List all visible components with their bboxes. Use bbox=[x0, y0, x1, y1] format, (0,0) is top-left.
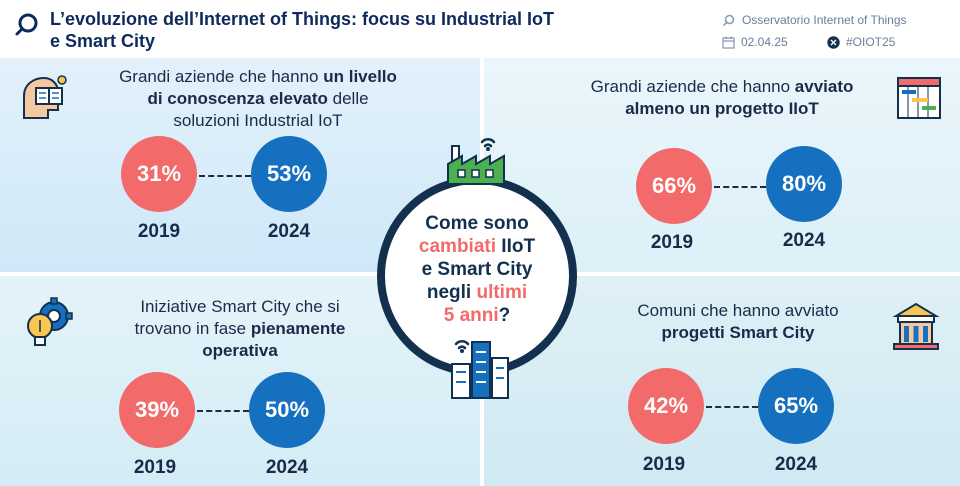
bottom-right-line-2: progetti Smart City bbox=[590, 322, 886, 344]
header: L’evoluzione dell’Internet of Things: fo… bbox=[0, 0, 960, 58]
center-line-1: Come sono bbox=[425, 213, 529, 234]
top-right-connector bbox=[714, 186, 766, 188]
top-right-line-1-text: Grandi aziende che hanno bbox=[590, 77, 795, 96]
bottom-right-2019-value: 42% bbox=[628, 368, 704, 444]
center-line-2-text: IIoT bbox=[496, 236, 536, 257]
center-line-4: negli ultimi bbox=[377, 281, 577, 304]
top-left-line-2-text: delle bbox=[327, 89, 369, 108]
top-right-line-1: Grandi aziende che hanno avviato bbox=[548, 76, 896, 98]
top-left-line-1-text: Grandi aziende che hanno bbox=[119, 67, 324, 86]
top-left-2019-value: 31% bbox=[121, 136, 197, 212]
source-row: Osservatorio Internet of Things bbox=[722, 10, 932, 30]
bottom-left-2019-value: 39% bbox=[119, 372, 195, 448]
page-title: L’evoluzione dell’Internet of Things: fo… bbox=[50, 8, 670, 52]
title-line-1: L’evoluzione dell’Internet of Things: fo… bbox=[50, 9, 555, 29]
header-meta: Osservatorio Internet of Things 02.04.25 bbox=[722, 10, 932, 52]
bottom-right-line-2-bold: progetti Smart City bbox=[661, 323, 815, 342]
top-left-description: Grandi aziende che hanno un livello di c… bbox=[78, 66, 438, 132]
bottom-right-line-1: Comuni che hanno avviato bbox=[637, 301, 839, 320]
search-icon bbox=[15, 13, 38, 36]
bottom-right-description: Comuni che hanno avviato progetti Smart … bbox=[590, 300, 886, 344]
brain-book-icon bbox=[23, 75, 67, 119]
top-right-line-1-bold: avviato bbox=[794, 77, 854, 96]
top-left-line-1-bold: un livello bbox=[323, 67, 397, 86]
center-line-5-text: ? bbox=[498, 305, 511, 326]
bottom-left-connector bbox=[197, 410, 249, 412]
top-left-line-2: di conoscenza elevato delle bbox=[78, 88, 438, 110]
hashtag-group[interactable]: #OIOT25 bbox=[827, 35, 932, 49]
top-left-year-2024: 2024 bbox=[267, 221, 311, 242]
top-left-line-2-bold: di conoscenza elevato bbox=[147, 89, 328, 108]
gantt-chart-icon bbox=[897, 77, 941, 119]
date-hashtag-row: 02.04.25 #OIOT25 bbox=[722, 32, 932, 52]
top-right-2019-value: 66% bbox=[636, 148, 712, 224]
title-line-2: e Smart City bbox=[50, 31, 156, 51]
top-right-description: Grandi aziende che hanno avviato almeno … bbox=[548, 76, 896, 120]
top-right-2024-value: 80% bbox=[766, 146, 842, 222]
bottom-left-line-3: operativa bbox=[90, 340, 390, 362]
center-line-2: cambiati IIoT bbox=[377, 235, 577, 258]
bottom-right-year-2024: 2024 bbox=[774, 454, 818, 475]
date-label: 02.04.25 bbox=[741, 35, 788, 49]
bottom-right-connector bbox=[706, 406, 758, 408]
top-right-year-2019: 2019 bbox=[650, 232, 694, 253]
top-left-2024-value: 53% bbox=[251, 136, 327, 212]
bottom-left-year-2019: 2019 bbox=[133, 457, 177, 478]
town-hall-icon bbox=[892, 302, 940, 350]
center-line-3: e Smart City bbox=[421, 259, 533, 280]
bottom-left-year-2024: 2024 bbox=[265, 457, 309, 478]
center-line-2-highlight: cambiati bbox=[418, 236, 497, 257]
gear-bulb-icon bbox=[27, 297, 73, 346]
top-left-connector bbox=[199, 175, 251, 177]
factory-wifi-icon bbox=[447, 138, 505, 185]
top-right-line-2-bold: almeno un progetto IIoT bbox=[625, 99, 819, 118]
top-left-year-2019: 2019 bbox=[137, 221, 181, 242]
x-logo-icon bbox=[827, 35, 840, 49]
hashtag-label[interactable]: #OIOT25 bbox=[846, 35, 896, 49]
top-right-line-2: almeno un progetto IIoT bbox=[548, 98, 896, 120]
center-line-5-highlight: 5 anni bbox=[443, 305, 499, 326]
top-left-line-3: soluzioni Industrial IoT bbox=[173, 111, 343, 130]
center-line-4-text: negli bbox=[426, 282, 477, 303]
top-right-year-2024: 2024 bbox=[782, 230, 826, 251]
top-left-line-1: Grandi aziende che hanno un livello bbox=[78, 66, 438, 88]
bottom-right-year-2019: 2019 bbox=[642, 454, 686, 475]
bottom-left-line-1: Iniziative Smart City che si bbox=[140, 297, 340, 316]
search-icon bbox=[722, 14, 735, 26]
city-wifi-icon bbox=[451, 340, 509, 399]
bottom-left-2024-value: 50% bbox=[249, 372, 325, 448]
source-label: Osservatorio Internet of Things bbox=[742, 13, 907, 27]
center-line-5: 5 anni? bbox=[377, 304, 577, 327]
center-question: Come sono cambiati IIoT e Smart City neg… bbox=[377, 212, 577, 327]
center-line-4-highlight: ultimi bbox=[476, 282, 528, 303]
date-group: 02.04.25 bbox=[722, 35, 827, 49]
bottom-left-line-2-text: trovano in fase bbox=[134, 319, 251, 338]
bottom-right-2024-value: 65% bbox=[758, 368, 834, 444]
bottom-left-line-2-bold: pienamente bbox=[250, 319, 346, 338]
calendar-icon bbox=[722, 36, 735, 49]
bottom-left-line-3-bold: operativa bbox=[202, 341, 278, 360]
bottom-left-description: Iniziative Smart City che si trovano in … bbox=[90, 296, 390, 362]
bottom-left-line-2: trovano in fase pienamente bbox=[90, 318, 390, 340]
